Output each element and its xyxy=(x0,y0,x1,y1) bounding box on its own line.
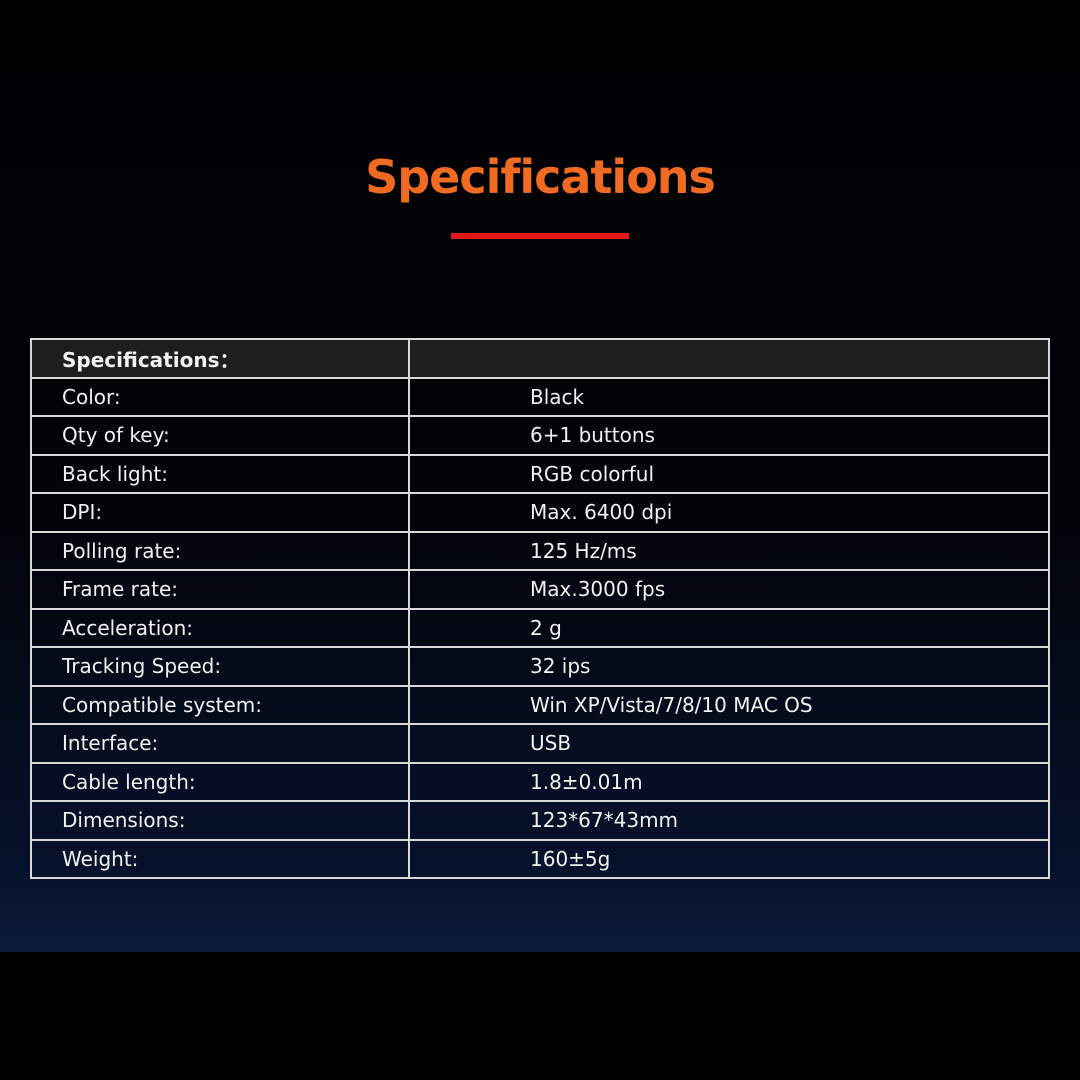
spec-value: RGB colorful xyxy=(408,453,1050,494)
spec-value: 125 Hz/ms xyxy=(408,530,1050,571)
spec-value: 6+1 buttons xyxy=(408,415,1050,456)
spec-label: Back light: xyxy=(30,453,410,494)
spec-value: Max.3000 fps xyxy=(408,569,1050,610)
table-row: Qty of key: 6+1 buttons xyxy=(30,415,1050,456)
table-row: Back light: RGB colorful xyxy=(30,453,1050,494)
spec-label: Acceleration: xyxy=(30,607,410,648)
page-title: Specifications xyxy=(365,150,716,204)
table-row: Tracking Speed: 32 ips xyxy=(30,646,1050,687)
spec-label: Weight: xyxy=(30,838,410,879)
table-header: Specifications： xyxy=(30,338,410,379)
spec-value: Black xyxy=(408,376,1050,417)
spec-value: 1.8±0.01m xyxy=(408,761,1050,802)
spec-label: Interface: xyxy=(30,723,410,764)
table-row: Acceleration: 2 g xyxy=(30,607,1050,648)
table-row: Weight: 160±5g xyxy=(30,838,1050,879)
spec-value: Max. 6400 dpi xyxy=(408,492,1050,533)
spec-label: Polling rate: xyxy=(30,530,410,571)
spec-value: 123*67*43mm xyxy=(408,800,1050,841)
spec-label: Color: xyxy=(30,376,410,417)
spec-value: 2 g xyxy=(408,607,1050,648)
table-row: Compatible system: Win XP/Vista/7/8/10 MA… xyxy=(30,684,1050,725)
title-underline xyxy=(451,233,629,239)
spec-value: Win XP/Vista/7/8/10 MAC OS xyxy=(408,684,1050,725)
table-row: Color: Black xyxy=(30,376,1050,417)
spec-table: Specifications： Color: Black Qty of key: 6+… xyxy=(30,338,1050,879)
table-header-empty xyxy=(408,338,1050,379)
spec-value: 32 ips xyxy=(408,646,1050,687)
spec-label: Compatible system: xyxy=(30,684,410,725)
spec-label: Qty of key: xyxy=(30,415,410,456)
spec-value: USB xyxy=(408,723,1050,764)
table-row: Polling rate: 125 Hz/ms xyxy=(30,530,1050,571)
table-row: Cable length: 1.8±0.01m xyxy=(30,761,1050,802)
spec-label: Frame rate: xyxy=(30,569,410,610)
table-row: Frame rate: Max.3000 fps xyxy=(30,569,1050,610)
spec-label: Tracking Speed: xyxy=(30,646,410,687)
table-row: Dimensions: 123*67*43mm xyxy=(30,800,1050,841)
spec-value: 160±5g xyxy=(408,838,1050,879)
spec-label: Cable length: xyxy=(30,761,410,802)
spec-label: DPI: xyxy=(30,492,410,533)
table-row: Interface: USB xyxy=(30,723,1050,764)
table-row: DPI: Max. 6400 dpi xyxy=(30,492,1050,533)
spec-label: Dimensions: xyxy=(30,800,410,841)
table-header-row: Specifications： xyxy=(30,338,1050,379)
